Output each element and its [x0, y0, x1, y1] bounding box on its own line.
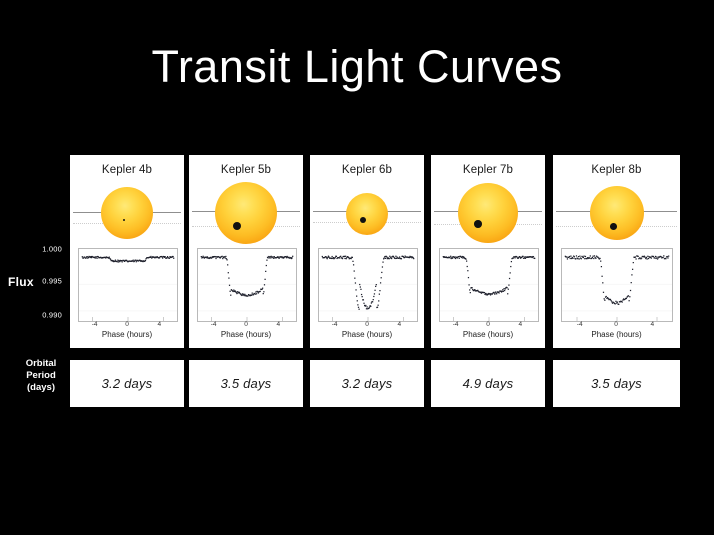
flux-axis-label: Flux	[8, 275, 34, 289]
phase-ticklabels: -4 0 4	[439, 321, 537, 332]
phase-axis-label: Phase (hours)	[101, 330, 153, 339]
period-value: 3.5 days	[220, 376, 272, 391]
period-cell: 4.9 days	[431, 360, 545, 407]
star-disk	[101, 187, 153, 239]
phase-axis-label: Phase (hours)	[341, 330, 393, 339]
period-value: 3.5 days	[591, 376, 642, 391]
light-curve-svg	[198, 255, 296, 321]
planet-dot	[610, 223, 617, 230]
flux-tick-0990: 0.990	[42, 310, 62, 320]
page-title: Transit Light Curves	[151, 41, 563, 92]
phase-ticklabels: -4 0 4	[561, 321, 671, 332]
period-value: 4.9 days	[462, 376, 514, 391]
light-curve-svg	[562, 255, 672, 321]
star-disk	[458, 183, 518, 243]
panel-title: Kepler 8b	[591, 164, 642, 176]
star-diagram	[553, 182, 680, 246]
phase-ticklabels: -4 0 4	[318, 321, 416, 332]
panel-title: Kepler 7b	[462, 164, 514, 176]
panel-title: Kepler 4b	[101, 164, 153, 176]
star-diagram	[431, 182, 545, 246]
light-curve-svg	[319, 255, 417, 321]
period-cell: 3.2 days	[310, 360, 424, 407]
star-disk	[215, 182, 277, 244]
phase-axis-label: Phase (hours)	[591, 330, 642, 339]
orbital-period-label-line2: Period	[26, 370, 56, 381]
light-curve-svg	[440, 255, 538, 321]
star-diagram	[70, 182, 184, 246]
planet-dot	[474, 220, 482, 228]
period-cell: 3.5 days	[553, 360, 680, 407]
phase-tick--4: -4	[576, 321, 583, 328]
flux-tick-1000: 1.000	[42, 244, 62, 254]
orbital-period-label-line3: (days)	[27, 382, 55, 393]
star-diagram	[310, 182, 424, 246]
phase-tick-4: 4	[276, 321, 281, 328]
panel-kepler-5b: Kepler 5b -4 0 4 Phase (hours)	[189, 155, 303, 348]
light-curve-plot	[439, 248, 539, 322]
phase-tick-4: 4	[650, 321, 655, 328]
panel-kepler-8b: Kepler 8b -4 0 4 Phase (hours)	[553, 155, 680, 348]
phase-ticklabels: -4 0 4	[78, 321, 176, 332]
star-disk	[590, 186, 644, 240]
phase-ticklabels: -4 0 4	[197, 321, 295, 332]
light-curve-plot	[318, 248, 418, 322]
period-cell: 3.5 days	[189, 360, 303, 407]
phase-tick-4: 4	[157, 321, 162, 328]
light-curve-plot	[561, 248, 673, 322]
light-curve-plot	[78, 248, 178, 322]
phase-tick-0: 0	[244, 321, 248, 328]
phase-tick-0: 0	[486, 321, 490, 328]
period-value: 3.2 days	[101, 376, 153, 391]
planet-dot	[360, 217, 367, 224]
phase-tick--4: -4	[331, 321, 338, 328]
period-value: 3.2 days	[341, 376, 393, 391]
phase-tick--4: -4	[452, 321, 459, 328]
light-curve-plot	[197, 248, 297, 322]
flux-axis: 1.000 0.995 0.990	[0, 155, 70, 348]
orbital-period-label-line1: Orbital	[25, 358, 57, 369]
phase-tick-4: 4	[518, 321, 523, 328]
phase-axis-label: Phase (hours)	[462, 330, 514, 339]
phase-tick-0: 0	[125, 321, 129, 328]
orbital-period-row-label: Orbital Period (days)	[14, 358, 68, 394]
flux-tick-0995: 0.995	[42, 276, 62, 286]
star-diagram	[189, 182, 303, 246]
phase-tick--4: -4	[210, 321, 217, 328]
planet-dot	[123, 219, 126, 222]
period-cell: 3.2 days	[70, 360, 184, 407]
planet-dot	[233, 222, 241, 230]
panel-kepler-4b: Kepler 4b -4 0 4 Phase (hours)	[70, 155, 184, 348]
phase-tick--4: -4	[91, 321, 98, 328]
light-curve-svg	[79, 255, 177, 321]
panel-title: Kepler 6b	[341, 164, 393, 176]
phase-tick-0: 0	[614, 321, 618, 328]
panel-grid: Kepler 4b -4 0 4 Phase (hours) Kepler 5b	[70, 155, 680, 407]
phase-tick-0: 0	[365, 321, 369, 328]
phase-tick-4: 4	[397, 321, 402, 328]
panel-kepler-6b: Kepler 6b -4 0 4 Phase (hours)	[310, 155, 424, 348]
star-disk	[346, 193, 388, 235]
phase-axis-label: Phase (hours)	[220, 330, 272, 339]
panel-title: Kepler 5b	[220, 164, 272, 176]
panel-kepler-7b: Kepler 7b -4 0 4 Phase (hours)	[431, 155, 545, 348]
